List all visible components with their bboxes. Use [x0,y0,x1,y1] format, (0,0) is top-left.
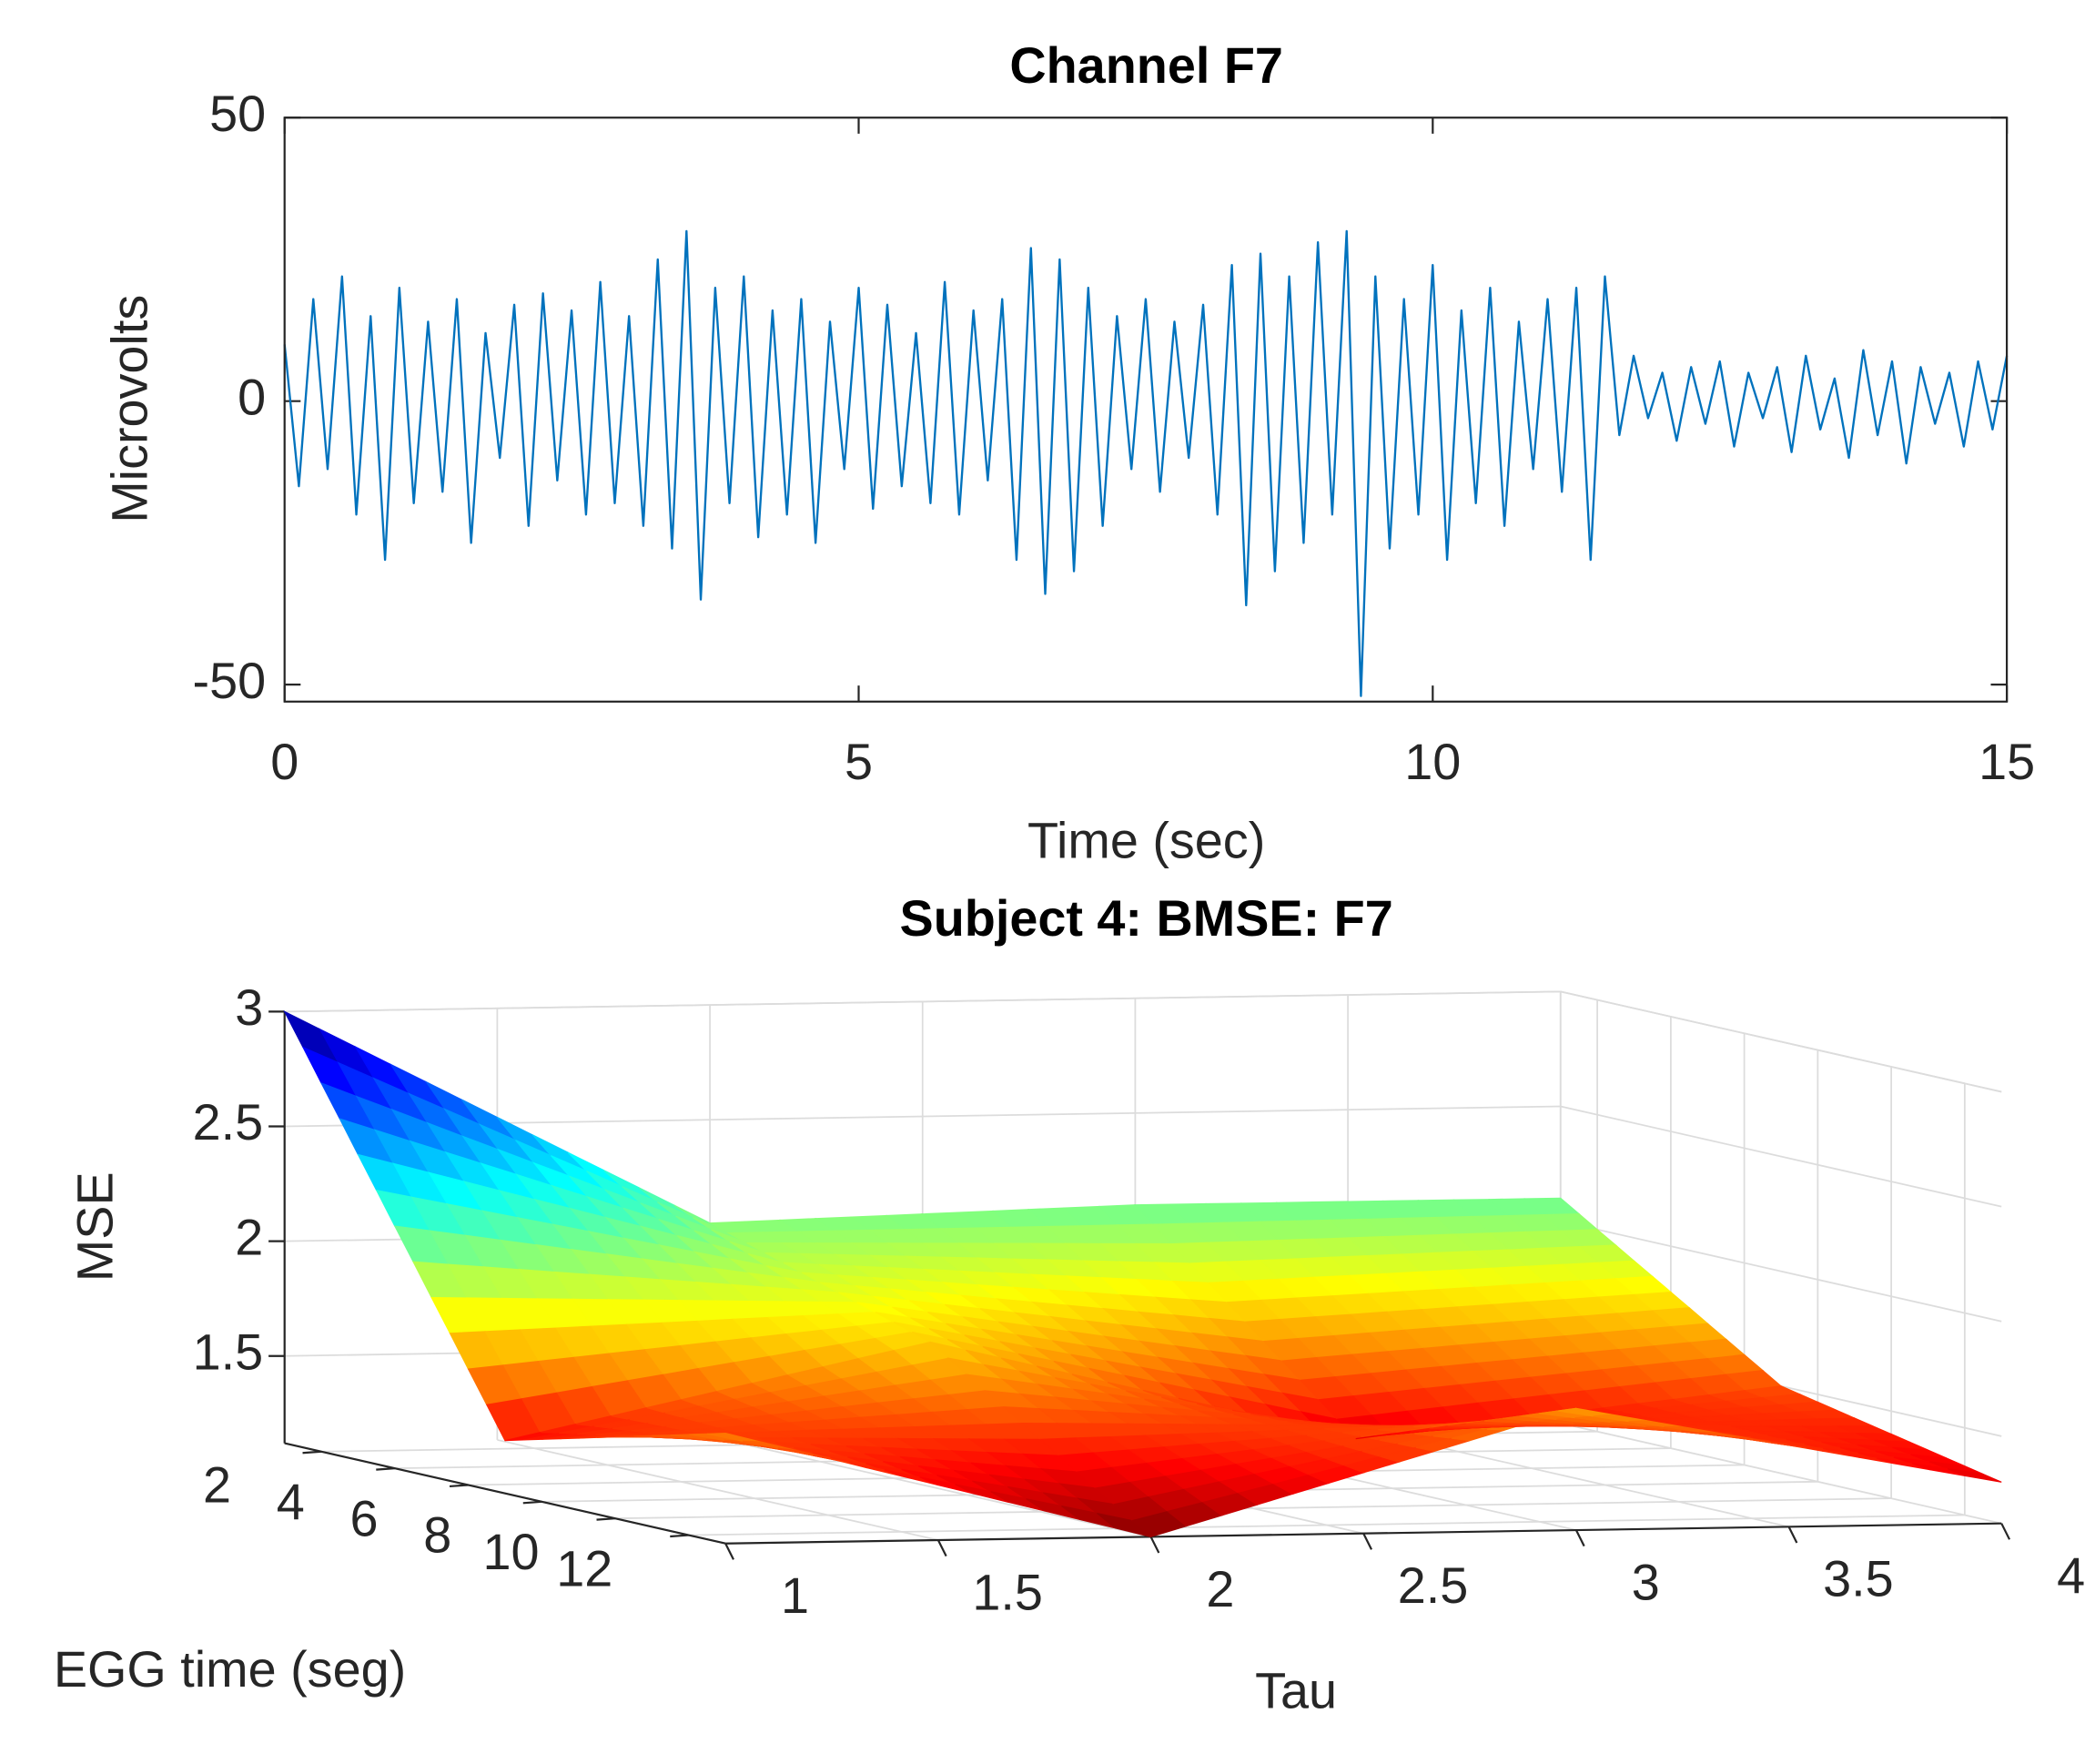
grid-line [709,1435,1151,1538]
x-tick-label: 1 [781,1567,809,1624]
y-axis-label: EGG time (seg) [54,1641,406,1698]
x-tick [2000,1523,2011,1540]
grid-line [497,1439,939,1541]
grid-line [615,1497,1892,1520]
x-tick-label: 5 [845,734,873,790]
x-tick-label: 3.5 [1823,1551,1894,1607]
x-tick-label: 0 [270,734,299,790]
axis-line [284,1442,726,1545]
x-tick [936,1539,947,1557]
y-tick-label: 8 [423,1507,451,1564]
grid-line [1560,1422,2002,1525]
z-tick-label: 2 [235,1209,263,1265]
surface-cell [504,1341,1151,1537]
surface-cell [1134,1197,1783,1440]
chart-title: Subject 4: BMSE: F7 [900,890,1393,947]
x-tick-label: 3 [1632,1554,1660,1610]
y-tick [376,1467,395,1471]
x-tick [1362,1533,1373,1550]
x-tick-label: 2 [1206,1561,1234,1617]
surface-patch [1947,1468,2002,1483]
y-tick-label: 4 [277,1474,305,1530]
x-tick [1574,1529,1585,1547]
x-tick-label: 4 [2057,1547,2085,1604]
plot-area [284,117,2008,702]
y-tick [596,1517,616,1521]
axes-box [283,117,2009,703]
chart-title: Channel F7 [1009,37,1283,94]
x-axis-label: Time (sec) [1027,813,1265,869]
z-axis-label: MSE [66,1171,123,1282]
surface-cell [707,1204,1358,1440]
y-tick [302,1450,322,1455]
y-tick-label: 10 [483,1524,540,1580]
y-tick-label: 50 [209,86,266,142]
x-tick-label: 1.5 [972,1564,1043,1620]
x-tick-label: 15 [1979,734,2035,790]
x-tick [724,1543,734,1560]
y-tick-label: 0 [238,369,266,425]
y-tick [522,1500,542,1505]
y-tick-label: 12 [556,1540,612,1597]
grid-line [1560,1105,2002,1208]
grid-line [688,1514,1965,1536]
y-tick-label: 2 [203,1457,231,1514]
surface-cell [929,1341,1577,1538]
grid-line [1560,1220,2002,1323]
z-tick-label: 3 [235,979,263,1036]
surface-cell [1355,1385,2002,1483]
x-tick-label: 10 [1404,734,1461,790]
y-tick-label: -50 [193,653,267,709]
z-tick-label: 2.5 [193,1094,264,1151]
surface-cell [283,1010,932,1442]
y-axis-label: Microvolts [102,295,158,523]
x-tick-label: 2.5 [1398,1557,1469,1614]
x-axis-label: Tau [1255,1662,1337,1718]
signal-line [283,229,2009,697]
z-tick-label: 1.5 [193,1323,264,1380]
x-tick [1149,1536,1160,1554]
y-tick-label: 6 [350,1490,379,1546]
x-tick [1787,1526,1798,1544]
